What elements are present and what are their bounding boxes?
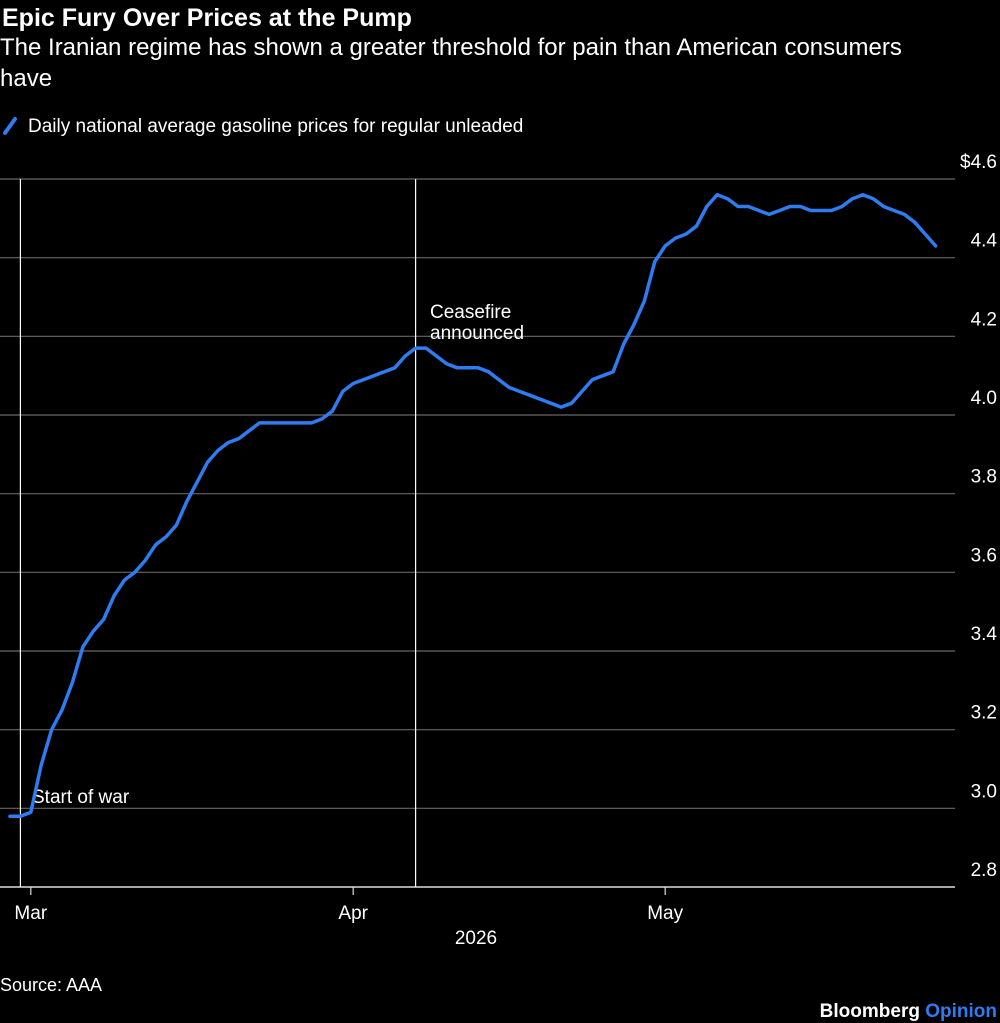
y-tick-label: 3.2 xyxy=(971,703,997,724)
credit-sub: Opinion xyxy=(925,1001,997,1022)
line-series xyxy=(8,192,938,818)
subtitle-box: The Iranian regime has shown a greater t… xyxy=(0,34,902,92)
x-tick-label: Apr xyxy=(338,903,368,924)
source: Source: AAA xyxy=(0,975,102,995)
annotation-label: Start of war xyxy=(32,787,130,808)
y-tick-label: 3.4 xyxy=(971,624,998,645)
y-tick-label: 3.6 xyxy=(971,545,997,566)
x-axis-label: 2026 xyxy=(455,928,497,949)
y-tick-label: 2.8 xyxy=(971,860,997,881)
y-tick-label: 4.0 xyxy=(971,388,997,409)
annotation-label: Ceasefire announced xyxy=(430,302,524,344)
chart-subtitle: The Iranian regime has shown a greater t… xyxy=(0,34,902,92)
x-tick-label: May xyxy=(647,903,683,924)
y-tick-label: 4.2 xyxy=(971,309,997,330)
chart-title: Epic Fury Over Prices at the Pump xyxy=(2,4,412,32)
legend-label: Daily national average gasoline prices f… xyxy=(28,116,523,137)
y-tick-label: 3.8 xyxy=(971,467,997,488)
y-tick-label: 3.0 xyxy=(971,781,997,802)
y-tick-label: $4.6 xyxy=(960,152,997,173)
y-tick-label: 4.4 xyxy=(971,231,998,252)
x-tick-label: Mar xyxy=(14,903,47,924)
credit: Bloomberg Opinion xyxy=(820,1001,997,1022)
legend-swatch xyxy=(3,117,17,135)
credit-brand: Bloomberg xyxy=(820,1001,920,1022)
